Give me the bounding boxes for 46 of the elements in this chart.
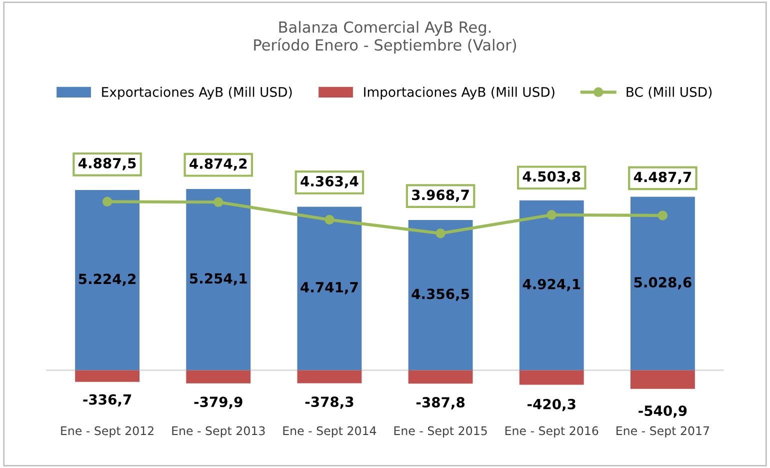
bar — [186, 189, 251, 370]
bar — [630, 196, 695, 370]
x-tick-label: Ene - Sept 2013 — [172, 426, 265, 438]
point — [546, 210, 556, 220]
data-label: -336,7 — [83, 394, 132, 407]
bar — [408, 370, 473, 384]
data-label: 4.874,2 — [190, 158, 247, 171]
data-label: 5.224,2 — [78, 274, 136, 286]
legend-label: BC (Mill USD) — [626, 86, 712, 99]
point — [324, 214, 334, 225]
point — [102, 196, 112, 207]
data-label: 5.254,1 — [190, 273, 247, 286]
data-label: -540,9 — [638, 406, 687, 418]
x-tick-label: Ene - Sept 2017 — [616, 426, 710, 438]
data-label: 4.924,1 — [522, 278, 580, 292]
bar — [519, 200, 584, 370]
x-tick-label: Ene - Sept 2012 — [61, 426, 154, 438]
chart-title: Balanza Comercial AyB Reg. Período Enero - Septiembre (Valor) — [254, 21, 516, 54]
bar — [75, 190, 140, 370]
data-label: 4.887,5 — [78, 158, 136, 170]
data-label: 4.503,8 — [522, 171, 580, 184]
data-label: -420,3 — [528, 398, 576, 412]
point — [436, 228, 446, 238]
data-label: 4.741,7 — [300, 282, 358, 294]
bar — [519, 370, 584, 385]
legend-label: Importaciones AyB (Mill USD) — [364, 86, 554, 100]
bar — [408, 220, 473, 370]
data-label: -387,8 — [416, 397, 465, 410]
data-label: 4.363,4 — [300, 176, 358, 188]
data-label: 4.356,5 — [412, 288, 470, 301]
point — [214, 197, 224, 207]
bar — [297, 370, 362, 384]
bar — [630, 370, 695, 389]
x-tick-label: Ene - Sept 2014 — [283, 426, 376, 438]
data-label: 5.028,6 — [634, 277, 692, 290]
bar — [186, 370, 251, 384]
x-tick-label: Ene - Sept 2016 — [505, 426, 598, 438]
legend-label: Exportaciones AyB (Mill USD) — [102, 86, 292, 100]
bar — [75, 370, 140, 382]
point — [658, 210, 668, 220]
x-tick-label: Ene - Sept 2015 — [394, 426, 487, 438]
bar — [297, 206, 362, 370]
data-label: -379,9 — [194, 396, 242, 409]
data-label: -378,3 — [305, 396, 354, 409]
data-label: 3.968,7 — [412, 190, 469, 202]
data-label: 4.487,7 — [634, 172, 692, 184]
